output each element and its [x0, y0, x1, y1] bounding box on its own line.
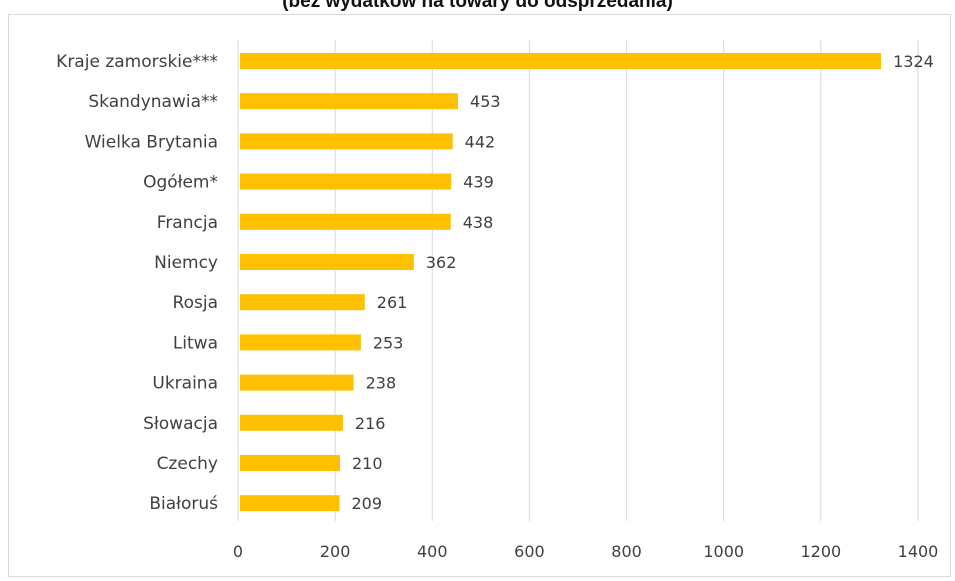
- category-label: Skandynawia**: [88, 92, 218, 112]
- data-label: 261: [377, 293, 408, 312]
- data-label: 438: [463, 213, 494, 232]
- category-label: Wielka Brytania: [85, 132, 218, 152]
- category-label: Ukraina: [152, 374, 218, 394]
- x-tick-label: 1400: [898, 542, 939, 561]
- category-label: Białoruś: [149, 494, 218, 514]
- category-label: Ogółem*: [143, 173, 218, 193]
- bar: [240, 173, 452, 190]
- category-label: Litwa: [173, 333, 218, 353]
- data-label: 453: [470, 92, 501, 111]
- data-label: 439: [463, 173, 494, 192]
- bar: [240, 495, 340, 512]
- bar: [240, 414, 343, 431]
- x-tick-label: 600: [514, 542, 545, 561]
- x-tick-label: 800: [611, 542, 642, 561]
- data-label: 210: [352, 454, 383, 473]
- x-tick-label: 400: [417, 542, 448, 561]
- bars: [240, 53, 882, 512]
- bar: [240, 294, 365, 311]
- x-tick-label: 1000: [703, 542, 744, 561]
- category-label: Niemcy: [154, 253, 218, 273]
- chart-frame: [8, 14, 951, 577]
- bar: [240, 213, 451, 230]
- category-label: Kraje zamorskie***: [56, 52, 218, 72]
- data-label: 209: [352, 494, 383, 513]
- x-tick-labels: 0 200 400 600 800 1000 1200 1400: [233, 542, 938, 561]
- bar: [240, 334, 361, 351]
- data-label: 362: [426, 253, 457, 272]
- category-label: Rosja: [173, 293, 218, 313]
- data-label: 238: [366, 374, 397, 393]
- x-tick-label: 1200: [800, 542, 841, 561]
- data-labels: 1324 453 442 439 438 362 261 253 238 216 210 209: [352, 52, 934, 513]
- bar: [240, 133, 453, 150]
- chart-title: (bez wydatków na towary do odsprzedania): [282, 0, 673, 12]
- category-labels: Kraje zamorskie*** Skandynawia** Wielka Br…: [56, 52, 218, 514]
- bar: [240, 374, 354, 391]
- grid-lines: [237, 40, 919, 521]
- x-tick-label: 200: [320, 542, 351, 561]
- data-label: 253: [373, 333, 404, 352]
- category-label: Słowacja: [143, 414, 218, 434]
- bar: [240, 53, 882, 69]
- category-label: Czechy: [157, 454, 218, 474]
- bar: [240, 254, 414, 270]
- category-label: Francja: [157, 213, 218, 233]
- bar: [240, 93, 459, 110]
- x-tick-label: 0: [233, 542, 243, 561]
- data-label: 216: [355, 414, 386, 433]
- data-label: 1324: [893, 52, 934, 71]
- bar: [240, 455, 340, 471]
- data-label: 442: [465, 132, 496, 151]
